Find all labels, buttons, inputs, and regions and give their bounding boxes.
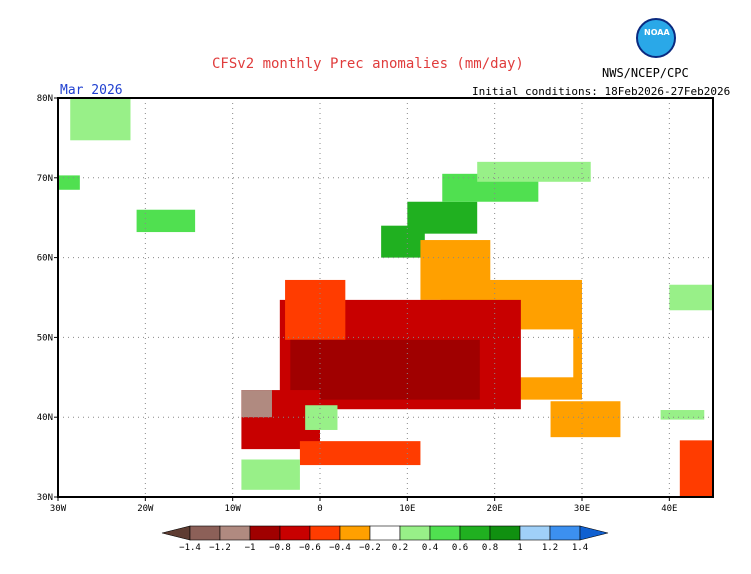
- initial-conditions: Initial conditions: 18Feb2026-27Feb2026: [472, 85, 731, 98]
- legend-label: −1.2: [209, 543, 231, 553]
- logo-text: NOAA: [644, 28, 670, 37]
- legend-swatch: [489, 525, 521, 541]
- legend-label: −0.2: [359, 543, 381, 553]
- legend-label: −1.4: [179, 543, 201, 553]
- legend-swatch: [369, 525, 401, 541]
- y-tick-label: 40N: [37, 413, 53, 423]
- anomaly-cell: [305, 405, 338, 430]
- anomaly-cell: [550, 401, 621, 438]
- legend-label: 1.4: [572, 543, 588, 553]
- legend-swatch: [339, 525, 371, 541]
- legend-label: −0.8: [269, 543, 291, 553]
- x-tick-label: 20E: [487, 504, 503, 514]
- x-tick-label: 10W: [225, 504, 242, 514]
- anomaly-cell: [136, 209, 196, 233]
- legend-label: −0.4: [329, 543, 351, 553]
- anomaly-cell: [290, 339, 480, 400]
- legend-swatch: [279, 525, 311, 541]
- noaa-logo: NOAA: [636, 18, 676, 58]
- legend-label: 0.6: [452, 543, 468, 553]
- anomaly-cell: [241, 459, 300, 490]
- y-tick-label: 80N: [37, 94, 53, 104]
- legend-label: 0.4: [422, 543, 438, 553]
- legend-swatch: [519, 525, 551, 541]
- x-tick-label: 20W: [137, 504, 154, 514]
- anomaly-cell: [285, 279, 346, 340]
- legend-swatch: [189, 525, 221, 541]
- legend-swatch: [399, 525, 431, 541]
- anomaly-cell: [299, 441, 421, 466]
- x-tick-label: 40E: [661, 504, 677, 514]
- anomaly-cell: [241, 390, 272, 418]
- y-tick-label: 30N: [37, 493, 53, 503]
- legend-arrow-high: [579, 525, 609, 541]
- x-tick-label: 30E: [574, 504, 590, 514]
- anomaly-cell: [679, 440, 713, 497]
- anomaly-cell: [477, 161, 591, 182]
- anomaly-cell: [669, 284, 713, 311]
- y-tick-label: 70N: [37, 174, 53, 184]
- legend-swatch: [459, 525, 491, 541]
- x-tick-label: 10E: [399, 504, 415, 514]
- map-frame: [57, 97, 714, 498]
- legend-arrow-low: [161, 525, 191, 541]
- legend-label: 1: [517, 543, 522, 553]
- legend-label: 1.2: [542, 543, 558, 553]
- x-tick-label: 30W: [50, 504, 67, 514]
- y-tick-label: 60N: [37, 254, 53, 264]
- y-tick-label: 50N: [37, 333, 53, 343]
- map-title: CFSv2 monthly Prec anomalies (mm/day): [212, 56, 524, 72]
- legend-swatch: [549, 525, 581, 541]
- x-tick-label: 0: [317, 504, 322, 514]
- legend-label: −0.6: [299, 543, 321, 553]
- anomaly-cell: [70, 98, 131, 141]
- legend-swatch: [309, 525, 341, 541]
- legend-label: 0.8: [482, 543, 498, 553]
- anomaly-cell: [660, 410, 705, 420]
- legend-label: 0.2: [392, 543, 408, 553]
- org-label: NWS/NCEP/CPC: [602, 66, 689, 80]
- forecast-month: Mar 2026: [60, 83, 123, 98]
- legend-label: −1: [245, 543, 256, 553]
- anomaly-cell: [407, 201, 478, 234]
- legend-swatch: [219, 525, 251, 541]
- legend-swatch: [429, 525, 461, 541]
- legend-swatch: [249, 525, 281, 541]
- anomaly-cell: [58, 175, 80, 190]
